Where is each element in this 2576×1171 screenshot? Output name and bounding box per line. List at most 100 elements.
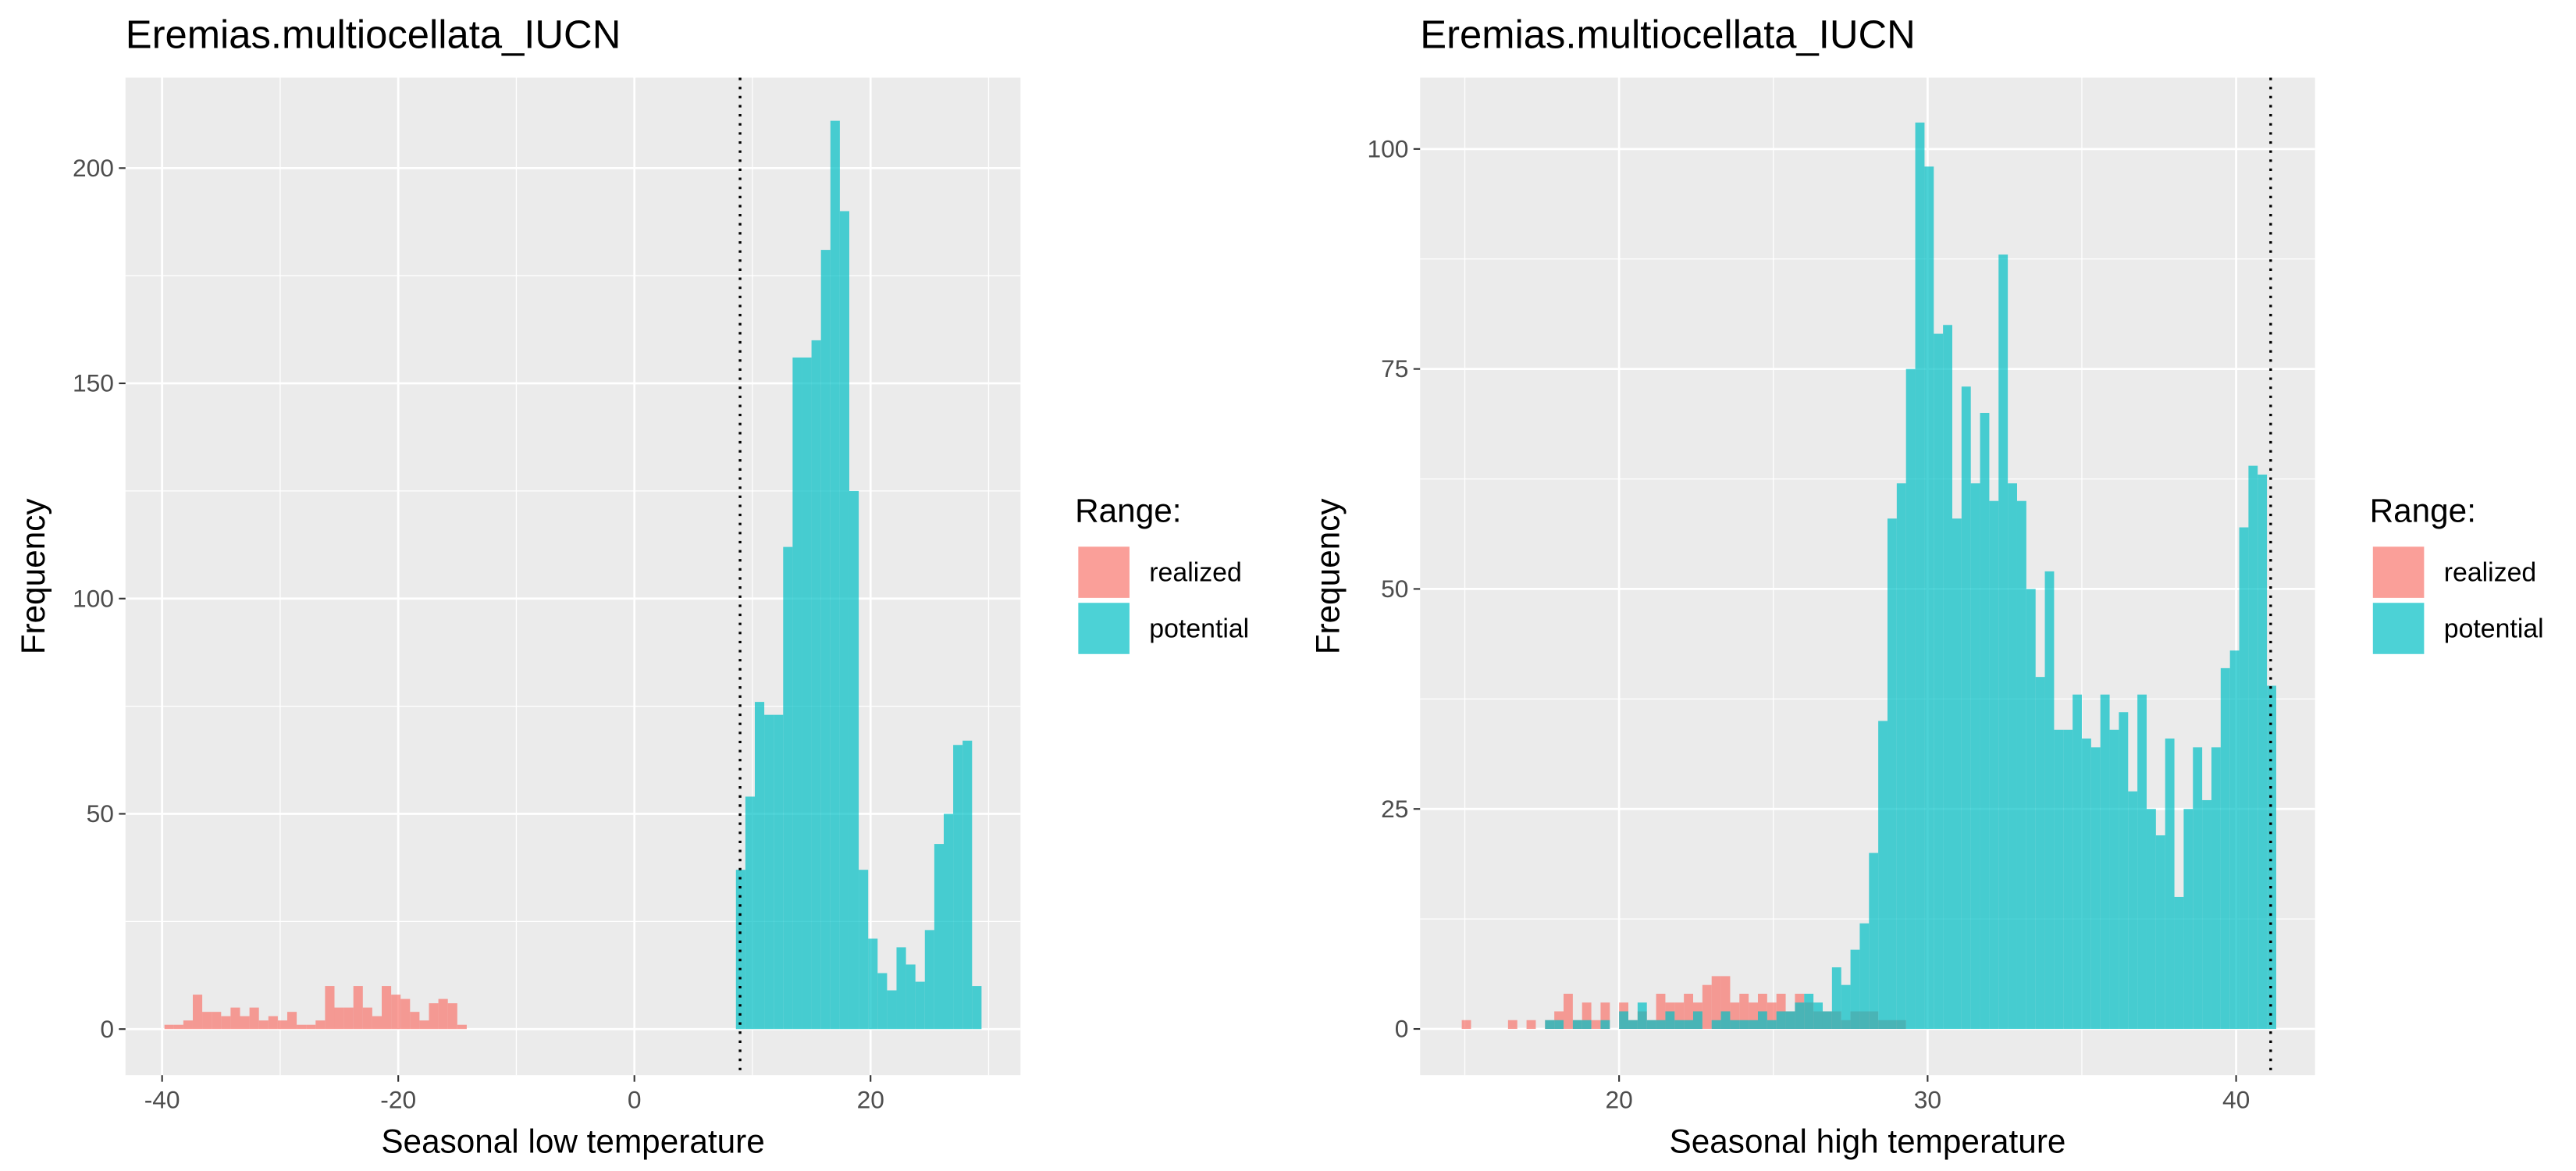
histogram-bar (1776, 1011, 1786, 1030)
histogram-bar (859, 870, 869, 1030)
histogram-bar (2054, 729, 2064, 1030)
histogram-bar (325, 986, 335, 1030)
histogram-bar (1739, 993, 1749, 1030)
histogram-bar (1989, 500, 1999, 1030)
histogram-bar (1526, 1020, 1536, 1030)
x-tick-label: 0 (628, 1086, 642, 1114)
histogram-bar (297, 1024, 307, 1030)
histogram-bar (2137, 694, 2147, 1030)
y-tick-label: 200 (73, 154, 114, 182)
histogram-bar (745, 796, 755, 1030)
histogram-bar (1582, 1020, 1592, 1030)
histogram-bar (764, 714, 774, 1030)
histogram-bar (1582, 1002, 1592, 1030)
histogram-bar (1461, 1020, 1471, 1030)
histogram-bar (830, 120, 840, 1030)
histogram-bar (2202, 799, 2211, 1030)
histogram-bar (419, 1020, 429, 1030)
histogram-bar (1637, 1002, 1647, 1030)
histogram-bar (391, 995, 401, 1030)
histogram-bar (2100, 694, 2110, 1030)
chart-title: Eremias.multiocellata_IUCN (126, 12, 621, 56)
chart: -40 -20 0 20050100150200Eremias.multiocella… (15, 12, 1249, 1159)
histogram-bar (192, 995, 203, 1030)
histogram-bar (1961, 386, 1971, 1030)
histogram-bar (1970, 483, 1980, 1030)
histogram-bar (924, 930, 934, 1030)
y-tick-label: 100 (1368, 134, 1409, 162)
histogram-bar (2008, 483, 2017, 1030)
histogram-bar (2128, 791, 2138, 1030)
histogram-bar (1646, 1020, 1656, 1030)
histogram-bar (1757, 1011, 1767, 1030)
histogram-bar (1859, 923, 1870, 1030)
histogram-bar (1545, 1020, 1555, 1030)
histogram-bar (2119, 712, 2129, 1030)
histogram-bar (2146, 809, 2156, 1030)
histogram-bar (2229, 650, 2240, 1030)
histogram-bar (1656, 993, 1666, 1030)
histogram-bar (400, 998, 411, 1030)
histogram-bar (783, 546, 793, 1030)
y-tick-label: 50 (87, 799, 114, 828)
legend-key (1078, 603, 1130, 654)
histogram-bar (1684, 1020, 1694, 1030)
histogram-bar (1749, 1020, 1758, 1030)
chart: 20 30 40 0 25 50 75 100 Eremias.multiocellata_IU… (1310, 12, 2544, 1159)
legend-title: Range: (1075, 493, 1181, 529)
histogram-bar (1739, 1020, 1749, 1030)
histogram-bar (1831, 967, 1841, 1030)
x-tick-label: 40 (2222, 1086, 2250, 1114)
histogram-bar (792, 357, 802, 1030)
histogram-bar (1795, 1002, 1805, 1030)
histogram-bar (2183, 809, 2194, 1030)
histogram-bar (1934, 333, 1944, 1030)
histogram-bar (896, 947, 906, 1030)
histogram-bar (1554, 1020, 1564, 1030)
histogram-bar (934, 844, 944, 1030)
legend-key (2372, 603, 2425, 654)
histogram-bar (811, 340, 821, 1030)
histogram-bar (353, 986, 363, 1030)
histogram-bar (2044, 571, 2055, 1030)
legend-label: potential (1149, 614, 1249, 644)
histogram-bar (754, 702, 765, 1030)
histogram-bar (1998, 254, 2008, 1030)
histogram-bar (2267, 685, 2276, 1030)
histogram-bar (1711, 1020, 1721, 1030)
histogram-bar (286, 1012, 297, 1030)
histogram-bar (820, 250, 831, 1030)
histogram-bar (429, 1003, 439, 1030)
histogram-bar (1804, 993, 1814, 1030)
histogram-bar (1572, 1020, 1582, 1030)
histogram-bar (362, 1007, 372, 1030)
histogram-bar (334, 1007, 344, 1030)
histogram-bar (457, 1024, 467, 1030)
y-tick-label: 50 (1381, 575, 1408, 603)
histogram-bar (943, 813, 954, 1030)
y-tick-label: 150 (73, 369, 114, 397)
histogram-bar (887, 990, 897, 1030)
y-tick-label: 25 (1381, 795, 1408, 823)
histogram-bar (915, 981, 925, 1030)
histogram-bar (1915, 123, 1925, 1030)
histogram-bar (221, 1016, 231, 1030)
histogram-bar (1850, 949, 1860, 1030)
histogram-bar (202, 1012, 212, 1030)
histogram-bar (972, 986, 982, 1030)
histogram-bar (2220, 667, 2230, 1030)
y-axis-label: Frequency (15, 498, 52, 655)
y-tick-label: 0 (1395, 1015, 1409, 1043)
histogram-bar (1980, 412, 1990, 1030)
x-axis-label: Seasonal low temperature (381, 1123, 764, 1160)
histogram-bar (2239, 527, 2249, 1030)
histogram-bar (2026, 589, 2036, 1030)
x-axis-label: Seasonal high temperature (1670, 1123, 2066, 1160)
histogram-bar (343, 1007, 354, 1030)
histogram-bar (1730, 1002, 1740, 1030)
histogram-bar (2090, 747, 2101, 1030)
legend-label: realized (2444, 558, 2536, 588)
histogram-bar (381, 986, 392, 1030)
histogram-bar (953, 745, 963, 1030)
